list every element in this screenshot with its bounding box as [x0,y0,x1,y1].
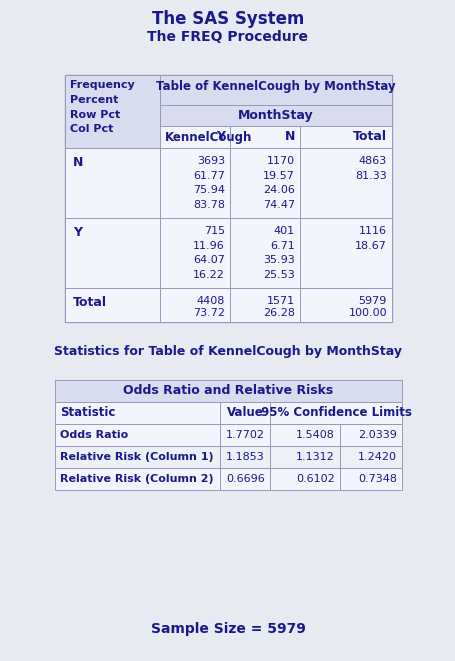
Bar [299,288,391,322]
Text: 74.47: 74.47 [262,200,294,210]
Bar [219,424,269,446]
Bar [229,218,299,288]
Text: MonthStay: MonthStay [238,109,313,122]
Text: 2.0339: 2.0339 [357,430,396,440]
Bar [160,218,229,288]
Text: Odds Ratio and Relative Risks: Odds Ratio and Relative Risks [123,385,333,397]
Text: 25.53: 25.53 [263,270,294,280]
Text: 1116: 1116 [358,226,386,236]
Bar [160,126,229,148]
Text: 18.67: 18.67 [354,241,386,251]
Text: The SAS System: The SAS System [152,10,303,28]
Bar [299,126,391,148]
Text: 6.71: 6.71 [270,241,294,251]
Bar [65,75,160,148]
Text: 0.7348: 0.7348 [357,474,396,484]
Text: Relative Risk (Column 2): Relative Risk (Column 2) [60,474,213,484]
Bar [269,468,339,490]
Text: 61.77: 61.77 [193,171,224,180]
Text: Total: Total [352,130,386,143]
Text: Statistics for Table of KennelCough by MonthStay: Statistics for Table of KennelCough by M… [54,345,401,358]
Text: 26.28: 26.28 [263,308,294,318]
Text: Relative Risk (Column 1): Relative Risk (Column 1) [60,452,213,462]
Text: 3693: 3693 [197,156,224,166]
Text: Statistic: Statistic [60,407,115,420]
Bar [339,446,401,468]
Text: 4408: 4408 [196,296,224,306]
Text: Y: Y [216,130,224,143]
Bar [299,218,391,288]
Text: 1.1853: 1.1853 [226,452,264,462]
Bar [219,402,269,424]
Text: 1.7702: 1.7702 [226,430,264,440]
Bar [160,288,229,322]
Text: 100.00: 100.00 [348,308,386,318]
Text: 0.6696: 0.6696 [226,474,264,484]
Text: N: N [284,130,294,143]
Bar [55,402,219,424]
Text: 5979: 5979 [358,296,386,306]
Bar [299,148,391,218]
Bar [269,446,339,468]
Text: 1.5408: 1.5408 [295,430,334,440]
Bar [229,288,299,322]
Text: 16.22: 16.22 [193,270,224,280]
Text: The FREQ Procedure: The FREQ Procedure [147,30,308,44]
Bar [65,288,160,322]
Text: Sample Size = 5979: Sample Size = 5979 [150,622,305,636]
Text: 1.2420: 1.2420 [357,452,396,462]
Bar [65,75,391,322]
Text: 75.94: 75.94 [192,185,224,195]
Text: 4863: 4863 [358,156,386,166]
Bar [269,424,339,446]
Bar [160,148,229,218]
Bar [269,402,401,424]
Text: 73.72: 73.72 [192,308,224,318]
Text: Total: Total [73,296,107,309]
Text: Value: Value [226,407,263,420]
Text: 19.57: 19.57 [263,171,294,180]
Bar [339,424,401,446]
Bar [219,446,269,468]
Text: 81.33: 81.33 [354,171,386,180]
Bar [160,105,391,126]
Text: Frequency
Percent
Row Pct
Col Pct: Frequency Percent Row Pct Col Pct [70,80,135,134]
Text: Odds Ratio: Odds Ratio [60,430,128,440]
Text: 95% Confidence Limits: 95% Confidence Limits [260,407,410,420]
Text: 1571: 1571 [266,296,294,306]
Text: 715: 715 [203,226,224,236]
Text: 1.1312: 1.1312 [296,452,334,462]
Text: 83.78: 83.78 [192,200,224,210]
Bar [55,380,401,402]
Text: KennelCough: KennelCough [165,130,252,143]
Bar [55,446,219,468]
Text: N: N [73,156,83,169]
Bar [55,424,219,446]
Bar [219,468,269,490]
Text: 35.93: 35.93 [263,255,294,265]
Text: 24.06: 24.06 [263,185,294,195]
Text: 0.6102: 0.6102 [296,474,334,484]
Bar [229,126,299,148]
Bar [65,148,160,218]
Text: 11.96: 11.96 [193,241,224,251]
Bar [65,218,160,288]
Text: 401: 401 [273,226,294,236]
Text: Y: Y [73,226,82,239]
Bar [160,75,391,105]
Bar [229,148,299,218]
Bar [339,468,401,490]
Text: 64.07: 64.07 [193,255,224,265]
Bar [55,468,219,490]
Text: 1170: 1170 [266,156,294,166]
Text: Table of KennelCough by MonthStay: Table of KennelCough by MonthStay [156,80,395,93]
